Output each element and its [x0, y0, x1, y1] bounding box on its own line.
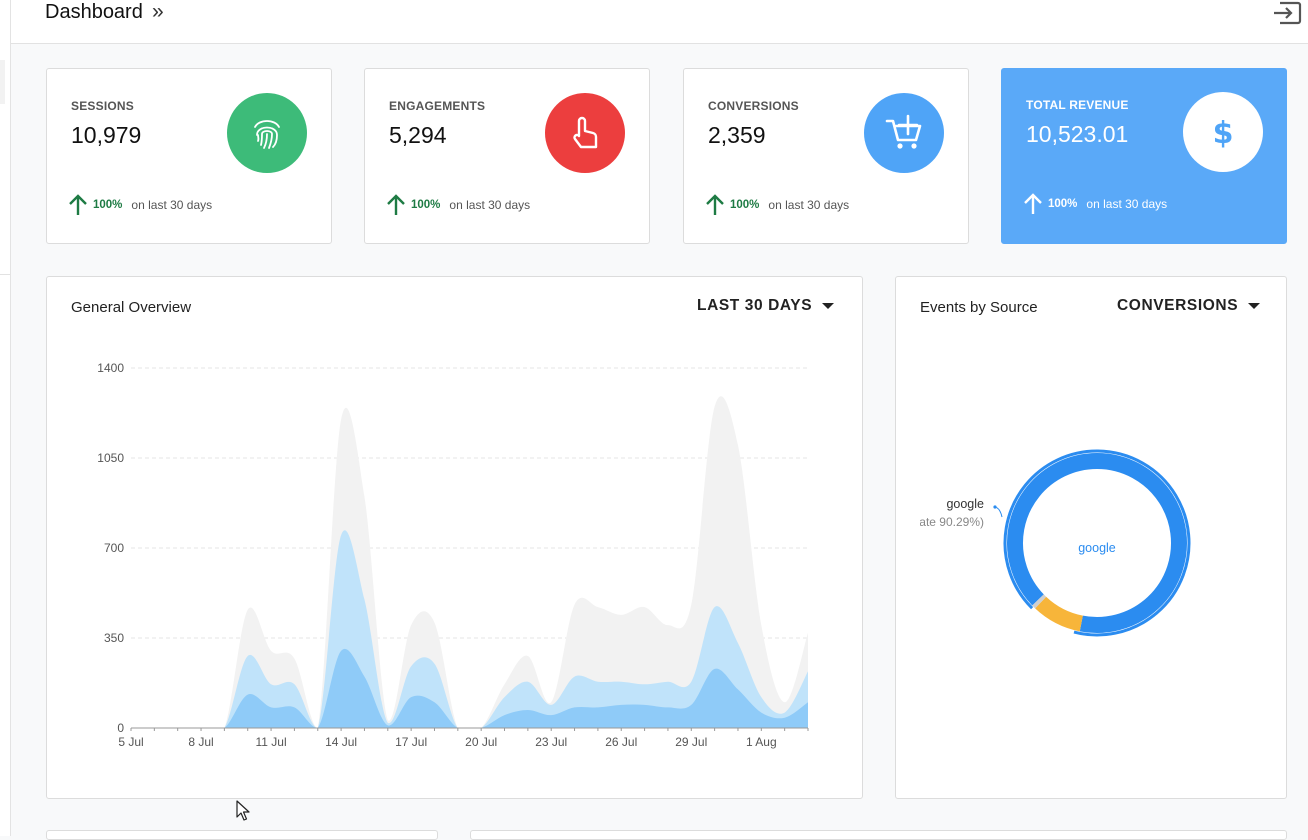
stat-change: 100% — [93, 199, 123, 211]
y-tick-label: 700 — [104, 541, 124, 555]
dollar-icon: $ — [1183, 92, 1263, 172]
outer-label: google — [946, 497, 984, 511]
donut-slice-2[interactable] — [1032, 594, 1047, 609]
stat-period: on last 30 days — [768, 198, 850, 212]
bottom-card-left — [46, 830, 438, 840]
x-tick-label: 17 Jul — [395, 735, 427, 749]
stat-label: SESSIONS — [71, 99, 134, 113]
arrow-up-icon — [1024, 193, 1042, 214]
stat-trend: 100% on last 30 days — [385, 193, 530, 217]
donut-slice-0[interactable] — [1007, 453, 1187, 633]
y-tick-label: 350 — [104, 631, 124, 645]
stat-trend: 100% on last 30 days — [704, 193, 849, 217]
metric-dropdown[interactable]: CONVERSIONS — [1117, 297, 1261, 315]
arrow-up-icon — [706, 194, 724, 215]
x-tick-label: 11 Jul — [255, 735, 286, 749]
stat-value: 2,359 — [708, 122, 766, 148]
caret-down-icon — [822, 303, 835, 309]
panel-title: General Overview — [71, 299, 192, 316]
svg-text:$: $ — [1213, 116, 1234, 151]
stat-change: 100% — [411, 199, 441, 211]
y-tick-label: 0 — [117, 721, 124, 735]
x-tick-label: 23 Jul — [535, 735, 567, 749]
x-tick-label: 8 Jul — [188, 735, 213, 749]
arrow-up-icon — [69, 194, 87, 215]
x-tick-label: 20 Jul — [465, 735, 497, 749]
arrow-up-icon — [387, 194, 405, 215]
stat-value: 10,523.01 — [1026, 121, 1129, 147]
logout-icon[interactable] — [1272, 1, 1302, 25]
dropdown-label: LAST 30 DAYS — [697, 297, 813, 314]
donut-slice-1[interactable] — [1035, 596, 1084, 632]
stat-trend: 100% on last 30 days — [67, 193, 212, 217]
x-tick-label: 5 Jul — [118, 735, 143, 749]
donut-center-label: google — [1078, 541, 1116, 555]
conversions-card: CONVERSIONS 2,359 100% on last 30 days — [683, 68, 969, 244]
date-range-dropdown[interactable]: LAST 30 DAYS — [697, 297, 835, 315]
outer-sublabel: ate 90.29%) — [919, 515, 984, 529]
total-revenue-card: TOTAL REVENUE 10,523.01 $ 100% on last 3… — [1001, 68, 1287, 244]
stat-label: TOTAL REVENUE — [1026, 98, 1129, 112]
dropdown-label: CONVERSIONS — [1117, 297, 1239, 314]
stat-period: on last 30 days — [449, 198, 531, 212]
x-tick-label: 26 Jul — [605, 735, 637, 749]
x-tick-label: 14 Jul — [325, 735, 357, 749]
stat-label: ENGAGEMENTS — [389, 99, 486, 113]
events-by-source-panel: Events by Source CONVERSIONS google ate … — [895, 276, 1287, 799]
engagements-card: ENGAGEMENTS 5,294 100% on last 30 days — [364, 68, 650, 244]
area-series-0 — [131, 396, 808, 728]
fingerprint-icon — [227, 93, 307, 173]
y-tick-label: 1400 — [97, 361, 124, 375]
caret-down-icon — [1248, 303, 1261, 309]
left-sidebar-edge — [0, 0, 11, 836]
sessions-card: SESSIONS 10,979 100% on last 30 days — [46, 68, 332, 244]
stat-period: on last 30 days — [131, 198, 213, 212]
touch-icon — [545, 93, 625, 173]
x-tick-label: 1 Aug — [746, 735, 777, 749]
area-chart: 0 350 700 1050 1400 5 Jul 8 Jul 11 Jul 14 Jul 17 … — [97, 361, 809, 749]
sidebar-divider — [0, 274, 10, 275]
general-overview-panel: General Overview LAST 30 DAYS 0 350 700 105… — [46, 276, 863, 799]
donut-hover-ring — [1003, 449, 1191, 637]
area-series-2 — [131, 648, 808, 728]
donut-chart: google ate 90.29%) google — [919, 449, 1191, 637]
label-connector — [994, 506, 1003, 518]
sidebar-indicator — [0, 60, 5, 104]
breadcrumb-chevron[interactable]: » — [152, 0, 164, 23]
y-tick-label: 1050 — [97, 451, 124, 465]
x-tick-label: 29 Jul — [675, 735, 707, 749]
stat-change: 100% — [730, 199, 760, 211]
bottom-card-right — [470, 830, 1287, 840]
stat-period: on last 30 days — [1086, 197, 1168, 211]
stat-change: 100% — [1048, 198, 1078, 210]
mouse-cursor-icon — [236, 800, 250, 821]
stat-label: CONVERSIONS — [708, 99, 799, 113]
page-title: Dashboard — [45, 1, 143, 23]
panel-title: Events by Source — [920, 299, 1038, 316]
add-cart-icon — [864, 93, 944, 173]
stat-trend: 100% on last 30 days — [1022, 192, 1167, 216]
label-dot — [993, 505, 997, 509]
stat-value: 5,294 — [389, 122, 447, 148]
stat-value: 10,979 — [71, 122, 142, 148]
top-bar: Dashboard » — [11, 0, 1308, 44]
